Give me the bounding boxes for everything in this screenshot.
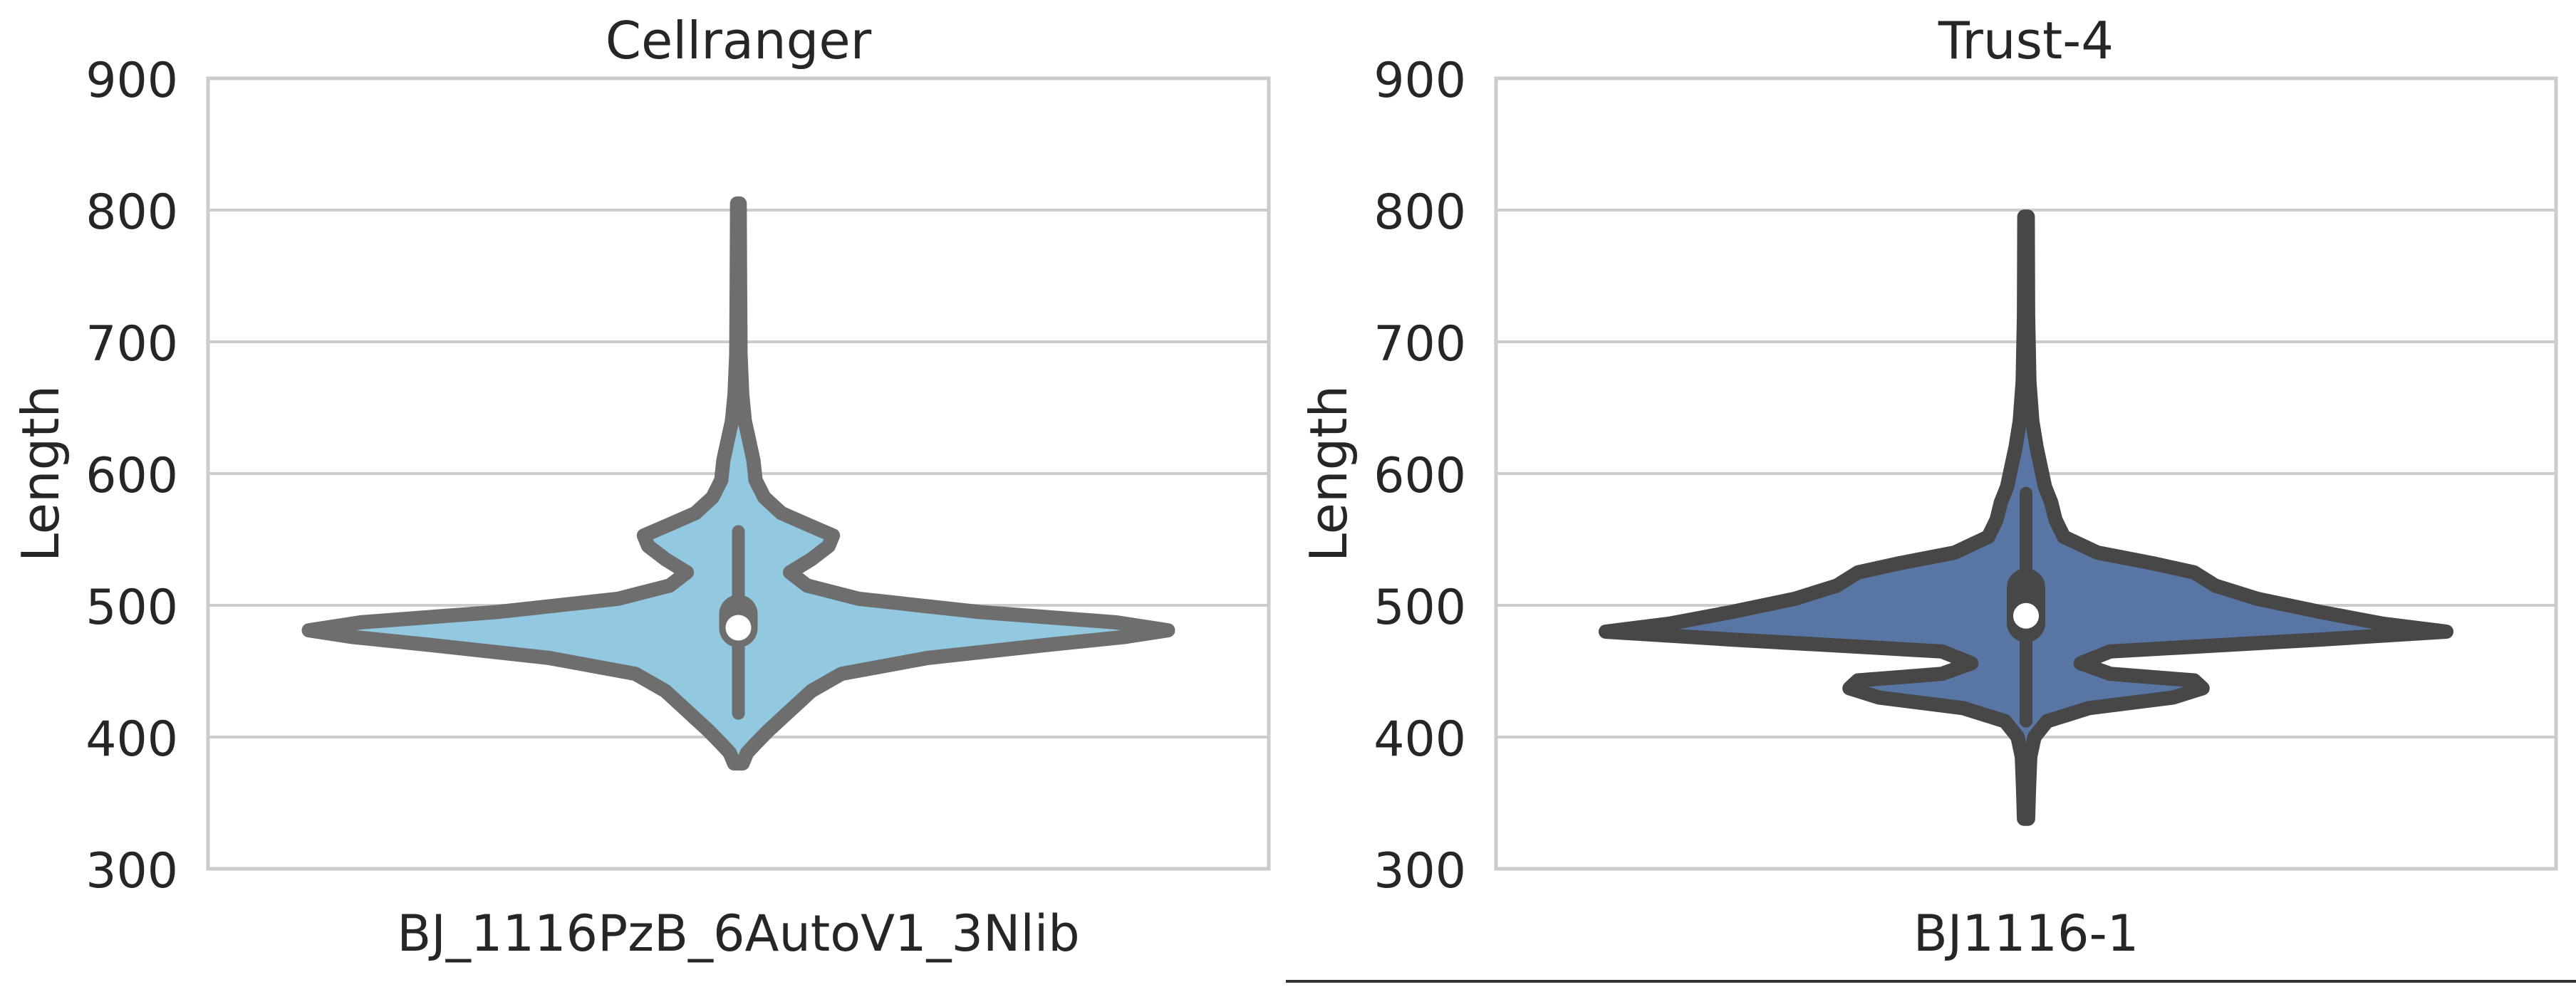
y-tick-label: 700 <box>85 316 178 372</box>
y-tick-label: 300 <box>85 843 178 899</box>
chart-title: Trust-4 <box>1938 11 2114 70</box>
y-tick-label: 900 <box>1373 53 1466 109</box>
y-tick-label: 400 <box>1373 711 1466 768</box>
x-tick-label: BJ_1116PzB_6AutoV1_3Nlib <box>397 904 1080 963</box>
y-tick-label: 600 <box>85 448 178 504</box>
y-tick-label: 600 <box>1373 448 1466 504</box>
y-tick-label: 400 <box>85 711 178 768</box>
chart-title: Cellranger <box>606 11 872 70</box>
y-tick-label: 800 <box>85 184 178 241</box>
y-axis-label: Length <box>1299 385 1359 562</box>
y-tick-label: 500 <box>1373 580 1466 636</box>
x-tick-label: BJ1116-1 <box>1913 904 2139 963</box>
y-tick-label: 500 <box>85 580 178 636</box>
plot-frame <box>1494 76 2558 871</box>
median-dot <box>725 615 752 641</box>
y-tick-label: 800 <box>1373 184 1466 241</box>
chart-panel-1: 300 400 500 600 700 800 900 Cellranger Length BJ_… <box>11 11 1271 963</box>
y-tick-label: 300 <box>1373 843 1466 899</box>
y-tick-label: 700 <box>1373 316 1466 372</box>
violin-body <box>301 196 1175 771</box>
y-axis-label: Length <box>11 385 71 562</box>
y-tick-label: 900 <box>85 53 178 109</box>
median-dot <box>2013 602 2039 629</box>
chart-panel-2: 300 400 500 600 700 800 900 Trust-4 Length BJ1116… <box>1299 11 2558 963</box>
plot-frame <box>206 76 1271 871</box>
